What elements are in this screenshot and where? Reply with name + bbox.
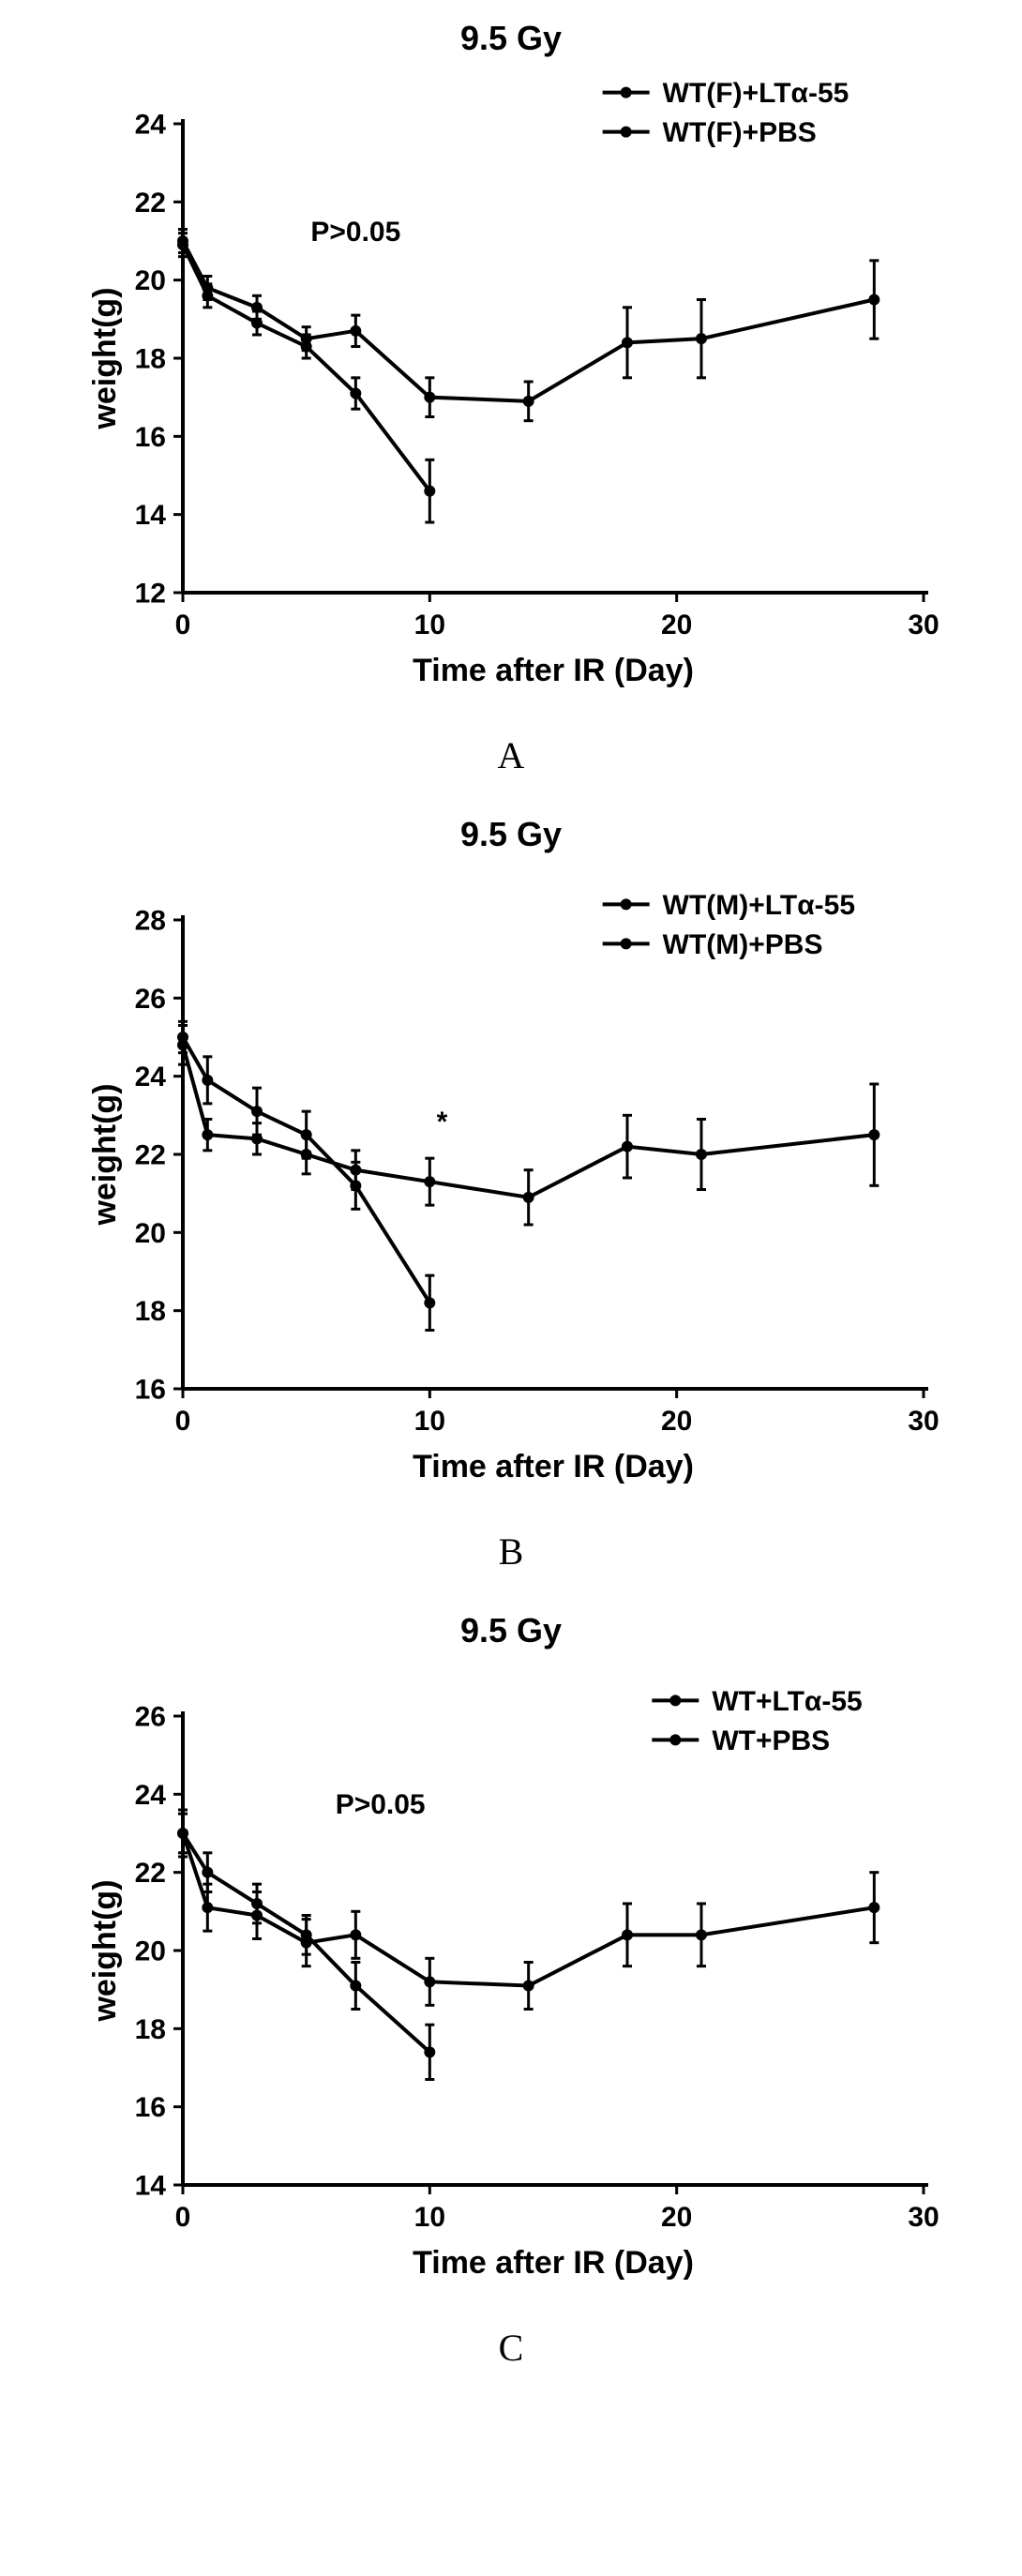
x-axis-label: Time after IR (Day) [413,653,694,688]
svg-text:22: 22 [135,1858,166,1889]
legend-label: WT+LTα-55 [712,1686,862,1717]
legend-label: WT(F)+PBS [663,117,817,148]
svg-text:20: 20 [661,2202,692,2233]
svg-text:10: 10 [414,2202,445,2233]
svg-text:16: 16 [135,2092,166,2123]
svg-text:16: 16 [135,1375,166,1406]
chart-panel-C: 9.5 Gy 0 10 20 30 14 16 18 20 22 24 26 Time after IR… [19,1611,1003,2370]
svg-text:24: 24 [135,110,167,141]
svg-text:28: 28 [135,906,166,937]
svg-text:20: 20 [135,1936,166,1967]
chart-svg: 0 10 20 30 16 18 20 22 24 26 28 Time after IR (Day)… [42,864,980,1501]
legend-label: WT+PBS [712,1725,830,1756]
svg-text:12: 12 [135,579,166,610]
panel-label: C [19,2326,1003,2370]
svg-text:30: 30 [908,1406,939,1437]
svg-text:0: 0 [175,610,191,640]
svg-text:10: 10 [414,1406,445,1437]
chart-annotation: * [437,1107,448,1137]
chart-title: 9.5 Gy [19,1611,1003,1650]
svg-text:26: 26 [135,1702,166,1733]
svg-text:0: 0 [175,1406,191,1437]
svg-text:26: 26 [135,984,166,1015]
panel-label: B [19,1529,1003,1574]
x-axis-label: Time after IR (Day) [413,1449,694,1484]
svg-text:18: 18 [135,2014,166,2045]
svg-text:20: 20 [135,1218,166,1249]
svg-text:22: 22 [135,188,166,218]
y-axis-label: weight(g) [87,1879,123,2022]
svg-text:14: 14 [135,2171,167,2202]
chart-panel-A: 9.5 Gy 0 10 20 30 12 14 16 18 20 22 24 Time after IR… [19,19,1003,777]
svg-text:18: 18 [135,344,166,375]
chart-svg: 0 10 20 30 14 16 18 20 22 24 26 Time after IR (Day)… [42,1660,980,2297]
chart-svg: 0 10 20 30 12 14 16 18 20 22 24 Time after IR (Day)… [42,68,980,705]
chart-panel-B: 9.5 Gy 0 10 20 30 16 18 20 22 24 26 28 Time after IR… [19,815,1003,1574]
legend-label: WT(M)+LTα-55 [663,890,855,921]
chart-annotation: P>0.05 [336,1789,426,1820]
svg-text:18: 18 [135,1296,166,1327]
svg-text:30: 30 [908,610,939,640]
svg-text:14: 14 [135,500,167,531]
svg-text:20: 20 [661,610,692,640]
series-line [183,241,874,401]
y-axis-label: weight(g) [87,1083,123,1226]
svg-text:10: 10 [414,610,445,640]
series-line [183,245,429,491]
svg-text:16: 16 [135,422,166,453]
svg-text:30: 30 [908,2202,939,2233]
svg-text:24: 24 [135,1780,167,1811]
legend-label: WT(F)+LTα-55 [663,78,849,109]
svg-text:20: 20 [661,1406,692,1437]
panel-label: A [19,733,1003,777]
svg-text:22: 22 [135,1140,166,1171]
chart-annotation: P>0.05 [310,217,400,248]
y-axis-label: weight(g) [87,287,123,429]
chart-title: 9.5 Gy [19,19,1003,58]
chart-title: 9.5 Gy [19,815,1003,854]
svg-text:0: 0 [175,2202,191,2233]
x-axis-label: Time after IR (Day) [413,2245,694,2281]
svg-text:20: 20 [135,265,166,296]
svg-text:24: 24 [135,1062,167,1092]
legend-label: WT(M)+PBS [663,929,823,960]
